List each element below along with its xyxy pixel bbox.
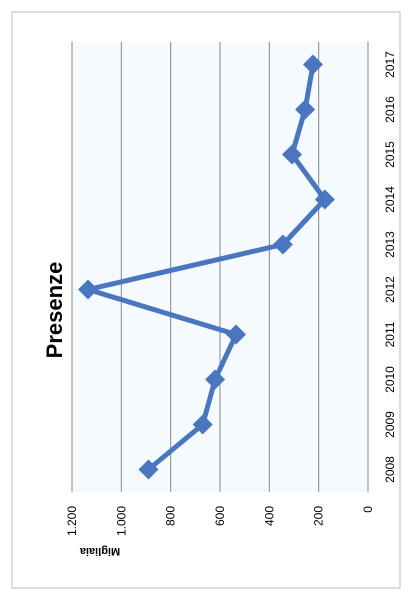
marker <box>282 144 303 165</box>
marker <box>226 324 247 345</box>
y-tick-label: 200 <box>312 506 326 526</box>
marker <box>272 234 293 255</box>
marker <box>205 369 226 390</box>
marker <box>295 99 316 120</box>
y-tick-label: 800 <box>164 506 178 526</box>
x-tick-label: 2008 <box>383 456 397 483</box>
marker <box>138 459 159 480</box>
y-tick-label: 600 <box>213 506 227 526</box>
x-tick-label: 2014 <box>383 186 397 213</box>
x-tick-label: 2010 <box>383 366 397 393</box>
y-tick-label: 400 <box>262 506 276 526</box>
marker <box>314 189 335 210</box>
marker <box>302 54 323 75</box>
x-tick-label: 2015 <box>383 141 397 168</box>
x-tick-label: 2009 <box>383 411 397 438</box>
y-axis-label: Migliaia <box>79 545 120 557</box>
x-tick-label: 2016 <box>383 96 397 123</box>
y-tick-label: 1.000 <box>114 506 128 536</box>
y-tick-label: 1.200 <box>65 506 79 536</box>
x-tick-label: 2013 <box>383 231 397 258</box>
chart-title: Presenze <box>42 262 67 359</box>
rotated-chart: Presenze Migliaia 0 200 400 600 800 1.000 1.20… <box>42 42 397 557</box>
marker <box>192 414 213 435</box>
x-tick-label: 2017 <box>383 51 397 78</box>
series-line <box>85 64 328 472</box>
x-tick-label: 2011 <box>383 321 397 347</box>
marker <box>78 279 99 300</box>
x-tick-label: 2012 <box>383 276 397 303</box>
y-tick-label: 0 <box>361 506 375 513</box>
